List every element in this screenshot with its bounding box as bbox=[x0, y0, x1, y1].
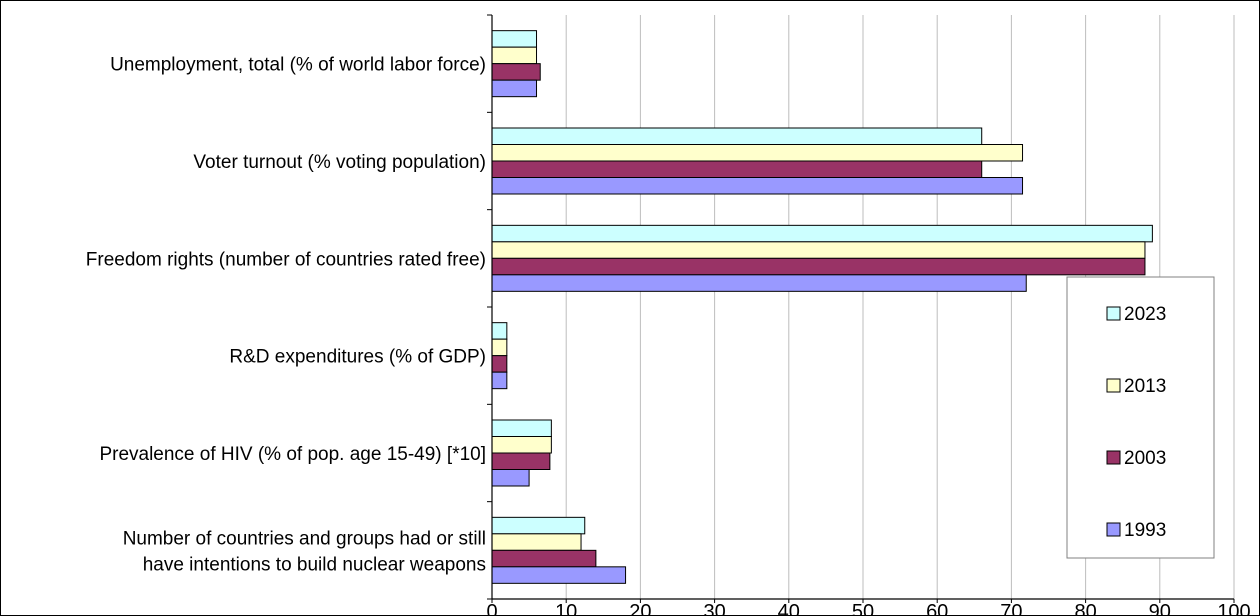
category-label: Voter turnout (% voting population) bbox=[193, 152, 486, 173]
tick-label: 60 bbox=[926, 601, 948, 615]
tick-label: 40 bbox=[778, 601, 800, 615]
tick-label: 90 bbox=[1149, 601, 1171, 615]
legend-label: 2023 bbox=[1124, 304, 1166, 325]
category-label: Number of countries and groups had or st… bbox=[123, 528, 486, 549]
legend-swatch bbox=[1106, 522, 1121, 537]
tick-label: 100 bbox=[1217, 601, 1250, 615]
bar bbox=[491, 127, 983, 145]
bar bbox=[491, 79, 538, 98]
tick-label: 50 bbox=[852, 601, 874, 615]
bar bbox=[491, 469, 530, 487]
legend-swatch bbox=[1106, 306, 1121, 321]
bar bbox=[491, 419, 552, 437]
bar bbox=[491, 63, 541, 81]
tick-label: 10 bbox=[555, 601, 577, 615]
legend-swatch bbox=[1106, 450, 1121, 465]
bar bbox=[491, 46, 538, 65]
legend-label: 2013 bbox=[1124, 376, 1166, 397]
category-label: R&D expenditures (% of GDP) bbox=[229, 347, 486, 368]
bar bbox=[491, 30, 538, 48]
legend-box bbox=[1066, 276, 1215, 559]
bar bbox=[491, 274, 1027, 292]
tick-label: 20 bbox=[629, 601, 651, 615]
legend-label: 1993 bbox=[1124, 520, 1166, 541]
bar bbox=[491, 355, 508, 373]
bar bbox=[491, 160, 983, 178]
bar bbox=[491, 177, 1024, 195]
legend: 2023 2013 2003 1993 bbox=[1066, 276, 1215, 559]
bar bbox=[491, 436, 552, 454]
bar bbox=[491, 144, 1024, 162]
category-label: Freedom rights (number of countries rate… bbox=[86, 249, 486, 270]
category-label: Prevalence of HIV (% of pop. age 15-49) … bbox=[99, 444, 486, 465]
tick-label: 30 bbox=[703, 601, 725, 615]
value-axis: 0 10 20 30 40 50 60 70 80 90 100 bbox=[486, 14, 1251, 615]
bar bbox=[491, 257, 1146, 276]
tick-label: 0 bbox=[486, 601, 497, 615]
bar bbox=[491, 224, 1153, 243]
category-label: have intentions to build nuclear weapons bbox=[143, 554, 486, 575]
bar bbox=[491, 516, 586, 535]
bar bbox=[491, 322, 508, 340]
bar bbox=[491, 549, 597, 568]
bar bbox=[491, 371, 508, 390]
category-label: Unemployment, total (% of world labor fo… bbox=[110, 55, 486, 76]
bar bbox=[491, 533, 582, 551]
category-labels: Unemployment, total (% of world labor fo… bbox=[86, 55, 486, 576]
legend-label: 2003 bbox=[1124, 448, 1166, 469]
bars bbox=[491, 30, 1153, 584]
tick-label: 70 bbox=[1000, 601, 1022, 615]
bar bbox=[491, 566, 627, 584]
bar bbox=[491, 452, 551, 470]
tick-label: 80 bbox=[1074, 601, 1096, 615]
bar bbox=[491, 241, 1146, 259]
legend-swatch bbox=[1106, 378, 1121, 393]
bar bbox=[491, 338, 508, 357]
